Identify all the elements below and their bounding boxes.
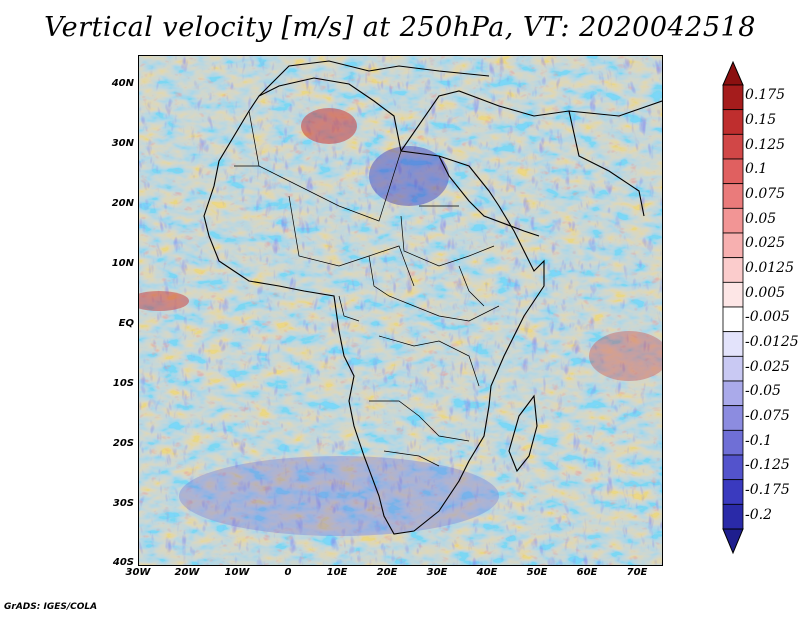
lat-label-30s: 30S xyxy=(112,498,134,509)
downdraft-region-south-atlantic xyxy=(179,456,499,536)
lon-label-60e: 60E xyxy=(576,567,598,578)
colorbar-cell xyxy=(722,158,744,185)
colorbar-top-arrow xyxy=(722,60,744,86)
colorbar-label: -0.025 xyxy=(745,358,790,375)
colorbar-label: 0.15 xyxy=(745,112,777,128)
lat-label-40s: 40S xyxy=(112,557,134,568)
colorbar-bottom-arrow xyxy=(722,528,744,555)
colorbar-cell xyxy=(722,109,744,135)
colorbar-label: 0.0125 xyxy=(745,260,794,276)
colorbar-cell xyxy=(722,454,744,481)
map-panel[interactable] xyxy=(138,55,663,566)
lon-label-10e: 10E xyxy=(326,567,348,578)
lon-label-70e: 70E xyxy=(626,567,648,578)
lat-label-20s: 20S xyxy=(112,438,134,449)
colorbar-cell xyxy=(722,232,744,259)
colorbar-cell xyxy=(722,133,744,160)
colorbar-cell xyxy=(722,405,744,431)
colorbar-label: -0.005 xyxy=(745,309,790,326)
lat-label-10n: 10N xyxy=(111,258,134,269)
downdraft-region-egypt xyxy=(369,146,449,206)
lon-label-30e: 30E xyxy=(426,567,448,578)
vertical-velocity-field xyxy=(139,56,662,565)
colorbar-cell xyxy=(722,306,744,333)
lon-label-20e: 20E xyxy=(376,567,398,578)
colorbar-swatches xyxy=(722,60,744,555)
colorbar-cell xyxy=(722,207,744,234)
colorbar-label: 0.125 xyxy=(745,136,786,153)
colorbar-label: 0.05 xyxy=(745,210,777,227)
coastlines xyxy=(203,60,662,535)
colorbar-label: -0.175 xyxy=(745,482,790,498)
lat-label-30n: 30N xyxy=(111,138,134,149)
lat-label-20n: 20N xyxy=(111,198,134,209)
lon-label-10w: 10W xyxy=(224,567,250,578)
country-borders xyxy=(234,110,500,467)
colorbar-cell xyxy=(722,183,744,209)
colorbar-cell xyxy=(722,281,744,308)
colorbar-label: -0.0125 xyxy=(745,334,799,350)
lon-label-30w: 30W xyxy=(125,567,151,578)
colorbar-cell xyxy=(722,331,744,357)
chart-title: Vertical velocity [m/s] at 250hPa, VT: 2… xyxy=(44,12,756,43)
lon-label-0: 0 xyxy=(284,567,292,578)
updraft-region-indian-ocean xyxy=(589,331,662,381)
colorbar-label: -0.1 xyxy=(745,432,772,449)
updraft-region-atlantic xyxy=(139,291,189,311)
colorbar-label: 0.005 xyxy=(745,284,786,301)
colorbar-cell xyxy=(722,84,744,111)
colorbar-label: 0.075 xyxy=(745,186,786,202)
colorbar-label: -0.125 xyxy=(745,457,790,474)
lat-label-10s: 10S xyxy=(112,378,134,389)
lon-label-40e: 40E xyxy=(476,567,498,578)
colorbar-cell xyxy=(722,355,744,382)
colorbar-label: 0.175 xyxy=(745,87,786,104)
lat-label-40n: 40N xyxy=(111,78,134,89)
lon-label-20w: 20W xyxy=(174,567,200,578)
lat-label-eq: EQ xyxy=(118,318,134,329)
colorbar-cell xyxy=(722,429,744,456)
colorbar-label: -0.2 xyxy=(745,506,772,523)
colorbar-cell xyxy=(722,257,744,283)
lon-label-50e: 50E xyxy=(526,567,548,578)
colorbar-label: 0.025 xyxy=(745,235,786,252)
updraft-region-north-africa xyxy=(301,108,357,144)
colorbar-label: -0.05 xyxy=(745,383,781,400)
colorbar-label: -0.075 xyxy=(745,408,790,424)
colorbar-label: 0.1 xyxy=(745,161,768,178)
colorbar-cell xyxy=(722,479,744,505)
colorbar-cell xyxy=(722,380,744,407)
credit-label: GrADS: IGES/COLA xyxy=(4,602,98,612)
colorbar-cell xyxy=(722,503,744,530)
